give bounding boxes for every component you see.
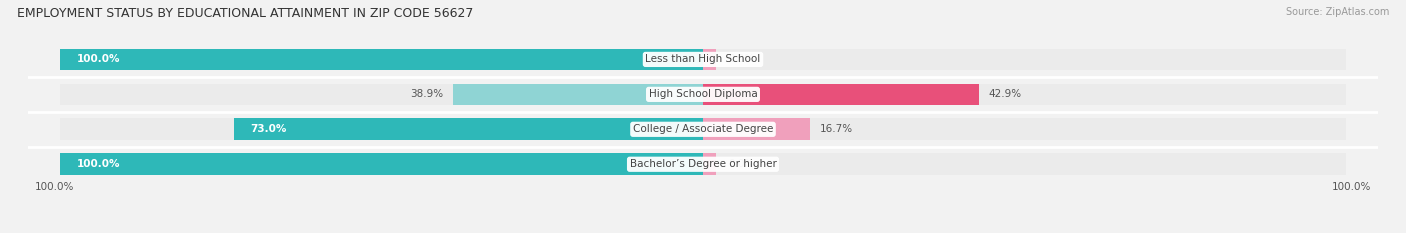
Bar [60, 154, 1346, 175]
Text: 73.0%: 73.0% [250, 124, 287, 134]
Text: College / Associate Degree: College / Associate Degree [633, 124, 773, 134]
Text: Bachelor’s Degree or higher: Bachelor’s Degree or higher [630, 159, 776, 169]
Text: High School Diploma: High School Diploma [648, 89, 758, 99]
Text: 100.0%: 100.0% [35, 182, 75, 192]
Bar [703, 154, 716, 175]
Bar [703, 118, 810, 140]
Bar [60, 154, 703, 175]
Text: 0.0%: 0.0% [728, 159, 755, 169]
Text: 100.0%: 100.0% [1331, 182, 1371, 192]
Bar [703, 49, 716, 70]
Bar [233, 118, 703, 140]
Text: Less than High School: Less than High School [645, 55, 761, 64]
Bar [60, 49, 703, 70]
Bar [60, 84, 1346, 105]
Text: 100.0%: 100.0% [76, 159, 120, 169]
Bar [60, 49, 1346, 70]
Text: 16.7%: 16.7% [820, 124, 853, 134]
Text: 0.0%: 0.0% [728, 55, 755, 64]
Bar [703, 84, 979, 105]
Bar [453, 84, 703, 105]
Text: 42.9%: 42.9% [988, 89, 1022, 99]
Text: 38.9%: 38.9% [411, 89, 443, 99]
Text: Source: ZipAtlas.com: Source: ZipAtlas.com [1285, 7, 1389, 17]
Text: 100.0%: 100.0% [76, 55, 120, 64]
Bar [60, 118, 1346, 140]
Text: EMPLOYMENT STATUS BY EDUCATIONAL ATTAINMENT IN ZIP CODE 56627: EMPLOYMENT STATUS BY EDUCATIONAL ATTAINM… [17, 7, 474, 20]
